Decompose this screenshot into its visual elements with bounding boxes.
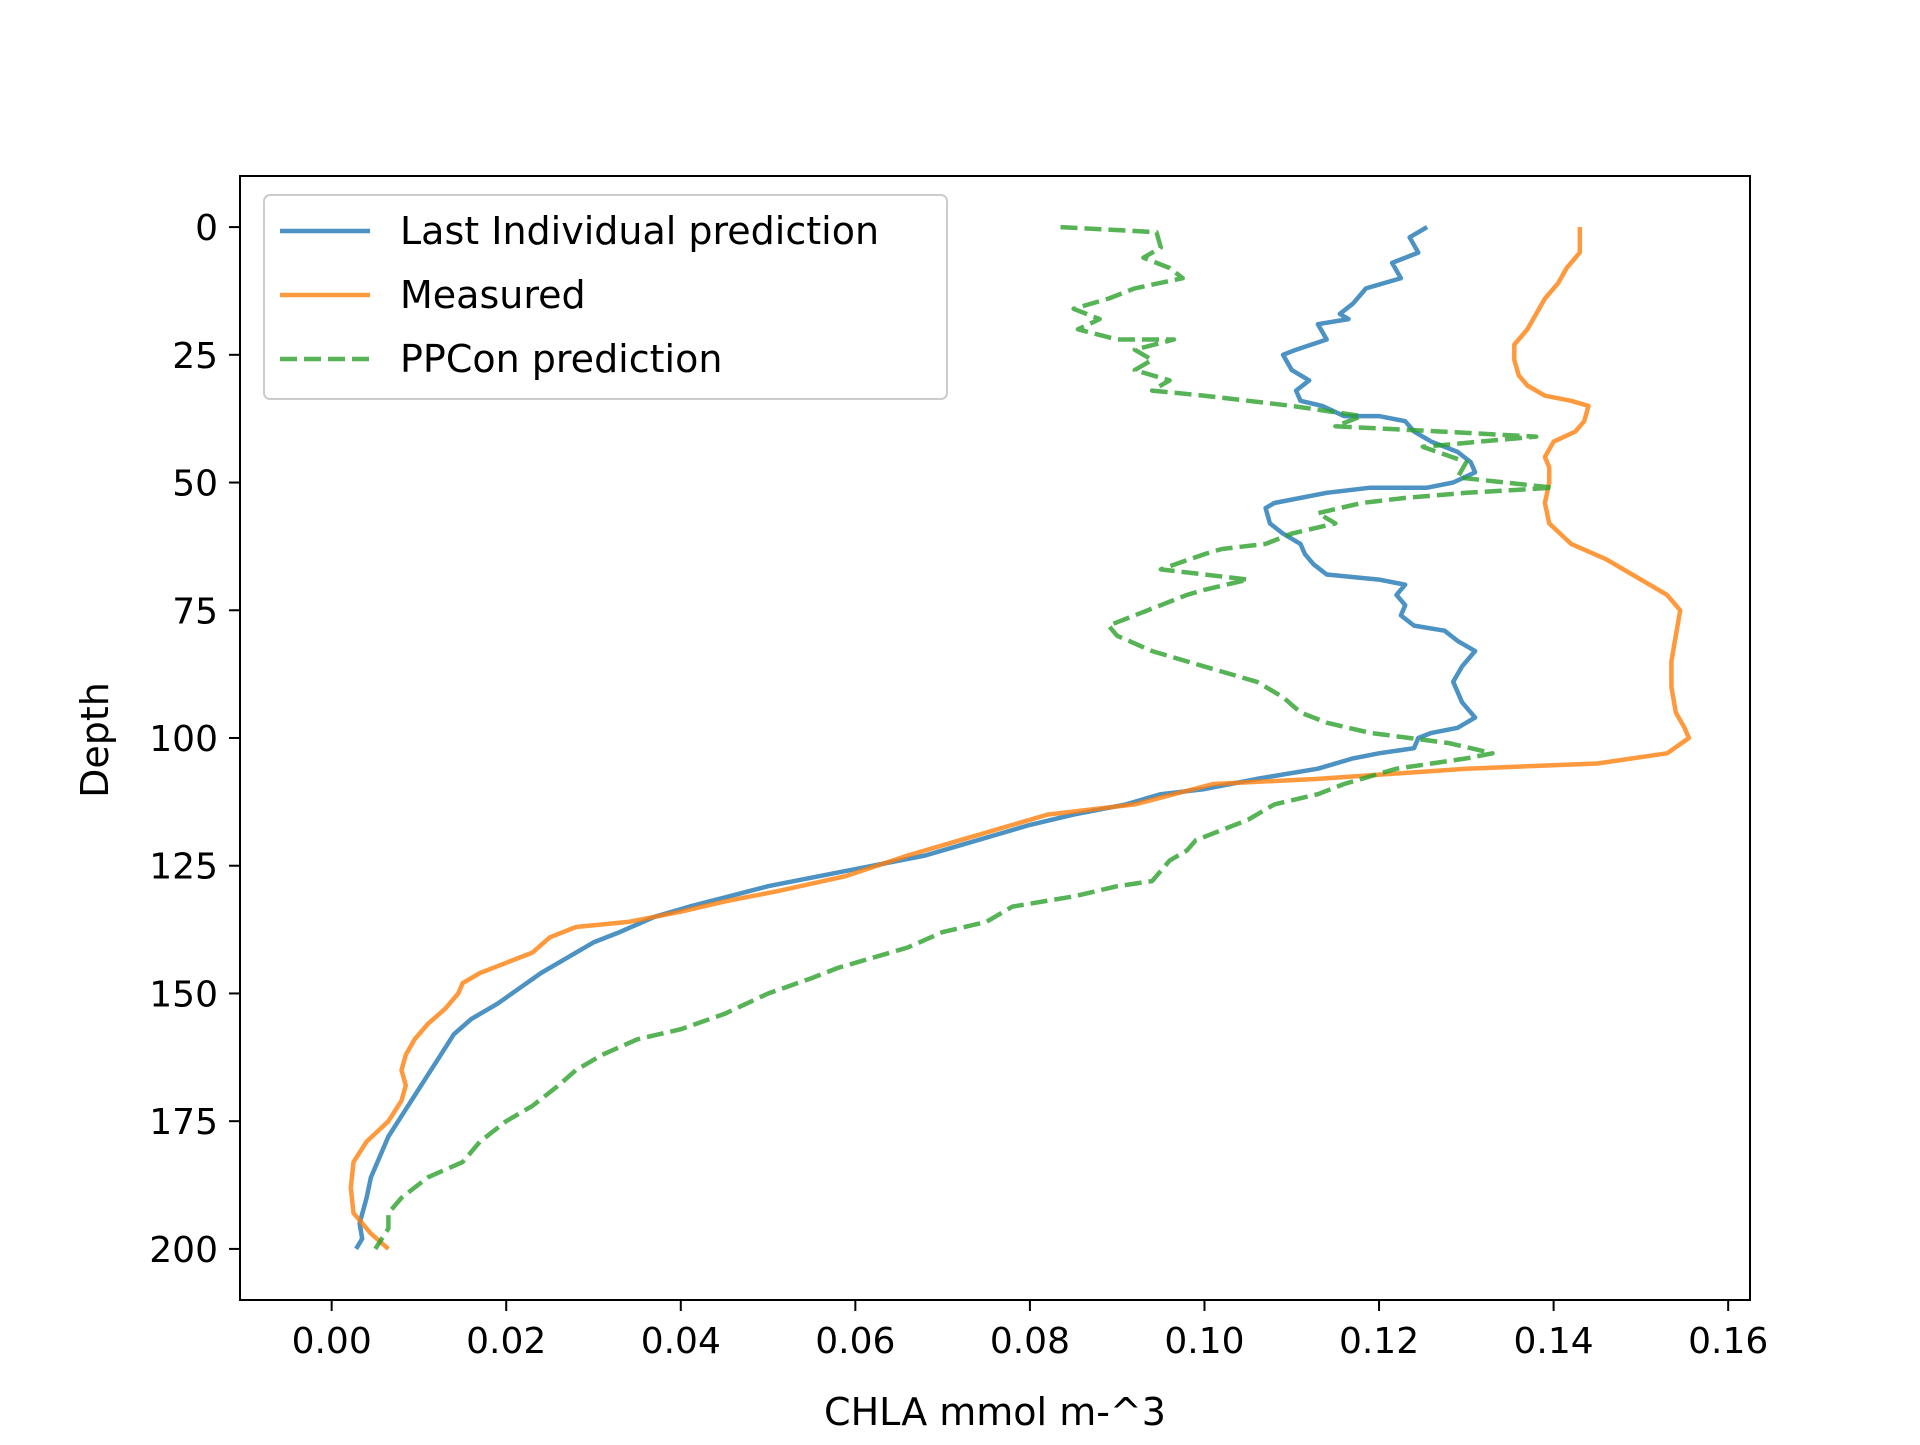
y-tick-label: 175 bbox=[149, 1102, 218, 1143]
y-tick-label: 75 bbox=[172, 591, 218, 632]
y-tick-label: 125 bbox=[149, 847, 218, 888]
legend-label-2: PPCon prediction bbox=[400, 337, 722, 381]
legend-label-0: Last Individual prediction bbox=[400, 209, 879, 253]
x-tick-label: 0.14 bbox=[1514, 1321, 1594, 1362]
y-tick-label: 150 bbox=[149, 974, 218, 1015]
legend-label-1: Measured bbox=[400, 273, 586, 317]
x-tick-label: 0.10 bbox=[1164, 1321, 1244, 1362]
x-tick-label: 0.02 bbox=[466, 1321, 546, 1362]
x-tick-label: 0.12 bbox=[1339, 1321, 1419, 1362]
x-tick-label: 0.04 bbox=[641, 1321, 721, 1362]
legend-entries: Last Individual prediction Measured PPCon … bbox=[280, 209, 879, 381]
x-tick-label: 0.16 bbox=[1688, 1321, 1768, 1362]
y-tick-label: 100 bbox=[149, 719, 218, 760]
y-tick-label: 0 bbox=[195, 208, 218, 249]
legend-frame bbox=[263, 194, 948, 400]
x-axis-label: CHLA mmol m-^3 bbox=[824, 1390, 1166, 1434]
y-axis-ticks: 0 25 50 75 100 125 150 175 200 bbox=[149, 208, 240, 1271]
y-axis-label: Depth bbox=[73, 682, 117, 798]
x-tick-label: 0.08 bbox=[990, 1321, 1070, 1362]
series-line-2 bbox=[373, 224, 1556, 1251]
series-layer bbox=[348, 224, 1692, 1251]
series-line-1 bbox=[348, 227, 1692, 1251]
series-line-0 bbox=[354, 225, 1478, 1251]
x-axis-ticks: 0.00 0.02 0.04 0.06 0.08 0.10 0.12 0.14 0.16 bbox=[292, 1300, 1768, 1362]
y-tick-label: 25 bbox=[172, 336, 218, 377]
x-tick-label: 0.00 bbox=[292, 1321, 372, 1362]
y-tick-label: 200 bbox=[149, 1230, 218, 1271]
x-tick-label: 0.06 bbox=[815, 1321, 895, 1362]
y-tick-label: 50 bbox=[172, 464, 218, 505]
legend: Last Individual prediction Measured PPCon … bbox=[263, 194, 948, 400]
